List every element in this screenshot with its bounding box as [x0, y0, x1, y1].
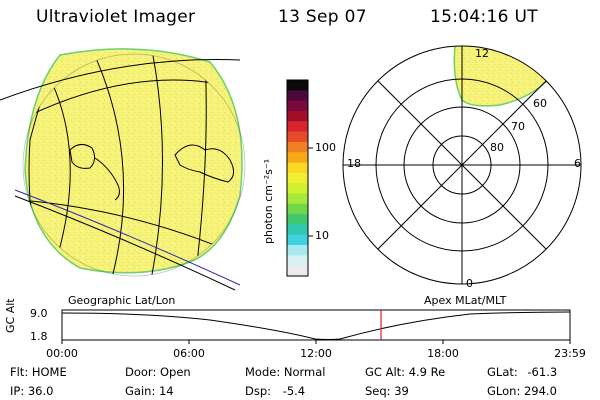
colorbar-swatch — [287, 110, 308, 122]
apex-caption: Apex MLat/MLT — [424, 294, 507, 307]
colorbar-swatch — [287, 224, 308, 236]
island-outline-2 — [94, 157, 120, 201]
status-dsp: Dsp: -5.4 — [245, 384, 305, 398]
time-label: 15:04:16 UT — [430, 7, 538, 27]
altitude-timeline — [61, 309, 571, 344]
colorbar-swatch — [287, 245, 308, 256]
status-mode-value: Normal — [283, 365, 326, 379]
timeline-x-tick-3: 18:00 — [427, 347, 459, 360]
colorbar-swatch — [287, 234, 308, 246]
status-ip: IP: 36.0 — [10, 384, 53, 398]
status-gain: Gain: 14 — [125, 384, 174, 398]
colorbar-unit-label: photon cm⁻²s⁻¹ — [262, 158, 275, 244]
status-glat: GLat: -61.3 — [487, 365, 557, 379]
mlt-label-bottom: 0 — [466, 277, 473, 290]
colorbar-tick-10: 10 — [315, 229, 329, 242]
geographic-caption: Geographic Lat/Lon — [68, 294, 176, 307]
status-dsp-value: -5.4 — [282, 384, 306, 398]
colorbar-swatch — [287, 131, 308, 143]
colorbar-swatch — [287, 100, 308, 112]
status-glat-label: GLat: — [487, 365, 518, 379]
mlat-label-60: 60 — [533, 97, 547, 110]
status-ip-value: 36.0 — [27, 384, 54, 398]
antarctic-peninsula-outline — [174, 144, 234, 183]
status-flight-value: HOME — [31, 365, 67, 379]
altitude-curve — [61, 311, 571, 340]
status-mode: Mode: Normal — [245, 365, 325, 379]
status-glon-label: GLon: — [487, 384, 521, 398]
geographic-globe — [0, 48, 246, 291]
status-door: Door: Open — [125, 365, 191, 379]
status-flight: Flt: HOME — [10, 365, 67, 379]
timeline-x-tick-1: 06:00 — [173, 347, 205, 360]
timeline-x-tick-0: 00:00 — [46, 347, 78, 360]
status-door-label: Door: — [125, 365, 157, 379]
colorbar-swatch — [287, 121, 308, 133]
colorbar-swatch — [287, 90, 308, 102]
status-gain-value: 14 — [158, 384, 174, 398]
colorbar-swatch — [287, 152, 308, 164]
mlat-label-80: 80 — [490, 141, 504, 154]
colorbar-swatch — [287, 80, 308, 91]
status-glon-value: 294.0 — [523, 384, 557, 398]
status-gc-alt: GC Alt: 4.9 Re — [365, 365, 445, 379]
colorbar-swatch — [287, 203, 308, 215]
status-seq-label: Seq: — [365, 384, 391, 398]
timeline-y-axis-label: GC Alt — [4, 298, 17, 333]
colorbar-swatch — [287, 162, 308, 174]
timeline-y-tick-max: 9.0 — [30, 307, 48, 320]
status-gain-label: Gain: — [125, 384, 156, 398]
status-glat-value: -61.3 — [527, 365, 558, 379]
colorbar-swatch — [287, 255, 308, 267]
status-mode-label: Mode: — [245, 365, 281, 379]
colorbar-frame — [286, 79, 309, 277]
status-ip-label: IP: — [10, 384, 25, 398]
orbit-track — [14, 189, 241, 286]
mlt-label-top: 12 — [475, 47, 489, 60]
colorbar-swatch — [287, 265, 308, 277]
mlt-label-right: 6 — [574, 157, 581, 170]
timeline-y-tick-min: 1.8 — [30, 330, 48, 343]
colorbar-tick-100: 100 — [315, 141, 336, 154]
status-seq: Seq: 39 — [365, 384, 409, 398]
status-gc-alt-value: 4.9 Re — [408, 365, 446, 379]
timeline-x-tick-2: 12:00 — [300, 347, 332, 360]
date-label: 13 Sep 07 — [278, 7, 367, 27]
instrument-title: Ultraviolet Imager — [36, 7, 196, 27]
status-dsp-label: Dsp: — [245, 384, 272, 398]
colorbar-swatch — [287, 193, 308, 205]
colorbar-swatch — [287, 214, 308, 226]
mlt-label-left: 18 — [347, 157, 361, 170]
status-flight-label: Flt: — [10, 365, 29, 379]
island-outline — [69, 144, 96, 169]
status-seq-value: 39 — [394, 384, 409, 398]
colorbar-swatch — [287, 183, 308, 195]
timeline-x-tick-4: 23:59 — [554, 347, 586, 360]
status-glon: GLon: 294.0 — [487, 384, 557, 398]
status-gc-alt-label: GC Alt: — [365, 365, 406, 379]
status-door-value: Open — [159, 365, 191, 379]
polar-plot — [342, 45, 582, 285]
color-bar — [286, 79, 309, 277]
mlat-label-70: 70 — [511, 120, 525, 133]
colorbar-swatch — [287, 141, 308, 153]
colorbar-swatch — [287, 172, 308, 184]
